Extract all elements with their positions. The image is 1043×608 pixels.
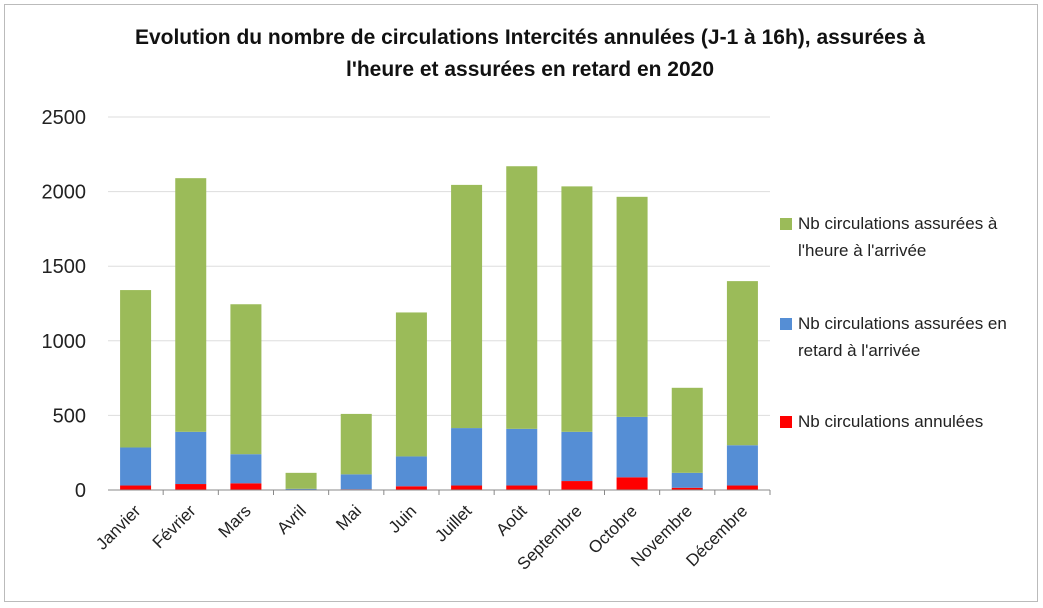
bar-segment (671, 472, 703, 488)
bar-segment (175, 178, 207, 432)
bar-segment (340, 474, 372, 490)
y-tick-label: 2000 (42, 182, 87, 204)
bar-segment (561, 186, 593, 432)
bar-segment (285, 488, 317, 490)
bar-segment (726, 485, 758, 490)
bar-segment (726, 281, 758, 446)
bar-segment (561, 431, 593, 482)
x-tick-label: Juin (385, 501, 420, 536)
legend-item: Nb circulations assurées à l'heure à l'a… (780, 210, 1042, 264)
x-tick-label: Janvier (92, 501, 144, 553)
legend-swatch (780, 318, 792, 330)
legend-label: Nb circulations assurées à l'heure à l'a… (798, 214, 998, 260)
x-tick-label: Mai (332, 501, 365, 534)
bar-segment (230, 304, 262, 455)
x-tick-label: Février (149, 501, 200, 552)
bar-segment (120, 447, 152, 486)
bar-segment (395, 456, 427, 487)
y-tick-label: 1000 (42, 331, 87, 353)
bar-segment (506, 485, 538, 490)
bar-segment (561, 481, 593, 490)
bar-segment (616, 416, 648, 478)
y-tick-label: 2500 (42, 107, 87, 129)
bar-segment (175, 431, 207, 485)
bar-segment (506, 428, 538, 486)
chart-title: Evolution du nombre de circulations Inte… (134, 26, 926, 81)
bar-segment (230, 483, 262, 490)
bar-segment (671, 387, 703, 473)
y-tick-label: 500 (53, 405, 86, 427)
x-tick-label: Août (492, 501, 530, 539)
bar-segment (120, 290, 152, 448)
bar-segment (451, 184, 483, 429)
bar-segment (506, 166, 538, 429)
bar-segment (671, 487, 703, 490)
x-tick-label: Mars (215, 501, 255, 541)
bar-segment (395, 486, 427, 490)
bar-segment (451, 428, 483, 486)
legend-item: Nb circulations annulées (780, 408, 1042, 435)
legend-swatch (780, 416, 792, 428)
bar-segment (395, 312, 427, 457)
legend-label: Nb circulations annulées (798, 412, 984, 431)
legend-swatch (780, 218, 792, 230)
legend-item: Nb circulations assurées en retard à l'a… (780, 310, 1042, 364)
bar-segment (340, 413, 372, 475)
bar-segment (726, 445, 758, 486)
x-tick-label: Octobre (585, 501, 641, 557)
x-tick-label: Juillet (431, 501, 475, 545)
y-tick-label: 1500 (42, 256, 87, 278)
legend-label: Nb circulations assurées en retard à l'a… (798, 314, 1007, 360)
bar-segment (451, 485, 483, 490)
bar-segment (175, 484, 207, 490)
chart-frame (4, 4, 1038, 602)
bar-segment (120, 485, 152, 490)
bar-segment (285, 472, 317, 489)
bar-segment (230, 454, 262, 484)
x-tick-label: Avril (273, 501, 310, 538)
bar-segment (616, 477, 648, 490)
bar-segment (616, 196, 648, 417)
y-tick-label: 0 (75, 480, 86, 502)
